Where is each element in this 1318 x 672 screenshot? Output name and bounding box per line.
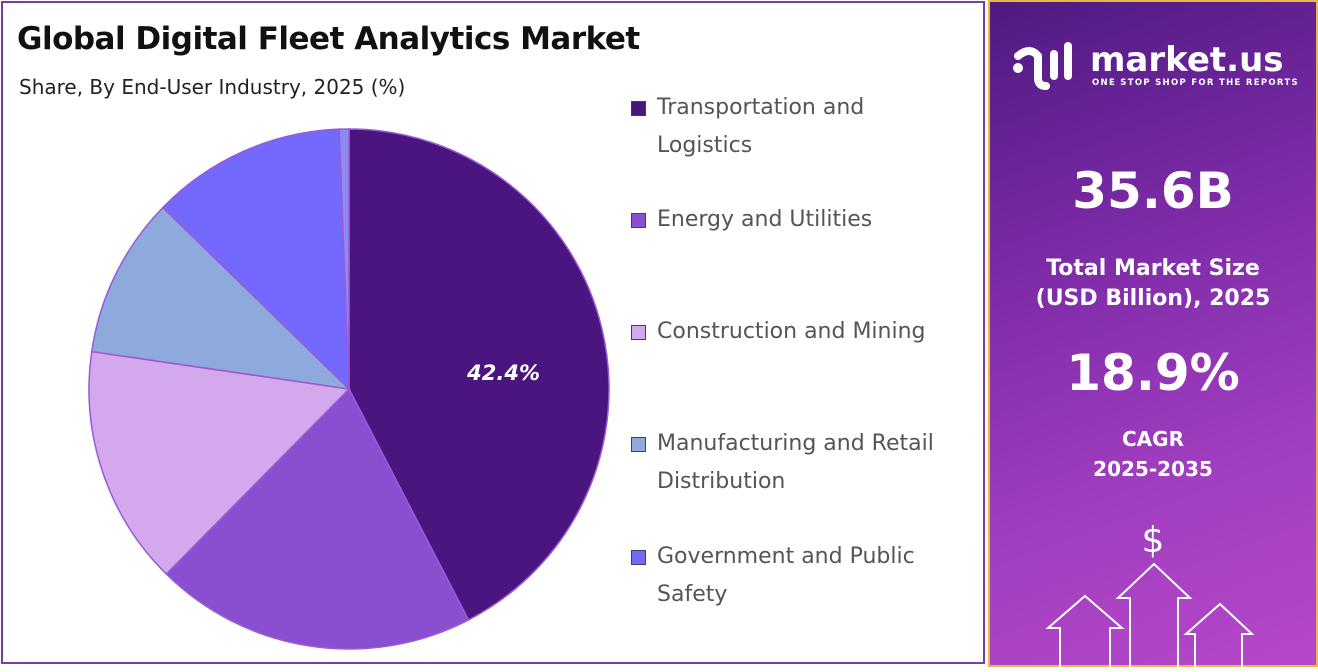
market-us-logo: market.us ONE STOP SHOP FOR THE REPORTS [1010,40,1310,90]
legend-label: Transportation and [657,95,865,120]
legend-label: Energy and Utilities [657,207,873,232]
dollar-icon: $ [1141,520,1165,561]
legend-label-line2: Logistics [657,133,753,158]
logo-name: market.us [1090,40,1284,80]
legend-label: Manufacturing and Retail [657,431,934,456]
pie-slice [165,387,470,650]
legend-item: Transportation and Logistics [631,89,981,165]
legend-item: Government and Public Safety [631,538,981,614]
chart-panel: Global Digital Fleet Analytics Market Sh… [1,1,985,664]
growth-arrows-icon [1045,562,1255,672]
summary-panel: market.us ONE STOP SHOP FOR THE REPORTS … [988,0,1318,672]
pie-slice [348,128,610,621]
legend-item: Energy and Utilities [631,201,981,239]
market-size-label-1: Total Market Size [1046,256,1260,281]
pie-slice [161,128,350,391]
legend-label-line2: Safety [657,582,728,607]
legend-label: Government and Public [657,544,915,569]
legend-swatch [631,101,646,116]
legend-item: Manufacturing and Retail Distribution [631,425,981,501]
legend-label: Construction and Mining [657,319,926,344]
chart-subtitle: Share, By End-User Industry, 2025 (%) [19,75,406,99]
legend-label-line2: Distribution [657,469,786,494]
cagr-period: 2025-2035 [1093,457,1213,481]
pie-slice [90,206,352,391]
market-size-value: 35.6B [1072,162,1234,220]
logo-icon [1013,42,1072,90]
legend-swatch [631,437,646,452]
legend-swatch [631,550,646,565]
slice-data-label: 42.4% [466,361,540,385]
market-size-label-2: (USD Billion), 2025 [1035,286,1271,311]
pie-slice [88,350,351,576]
pie-chart: 42.4% [88,128,610,650]
chart-title: Global Digital Fleet Analytics Market [17,21,640,57]
cagr-value: 18.9% [1066,344,1240,402]
cagr-label: CAGR [1122,427,1184,451]
legend-item: Construction and Mining [631,313,981,351]
pie-slice [338,128,350,390]
legend-swatch [631,325,646,340]
legend-swatch [631,213,646,228]
logo-tagline: ONE STOP SHOP FOR THE REPORTS [1092,78,1299,88]
